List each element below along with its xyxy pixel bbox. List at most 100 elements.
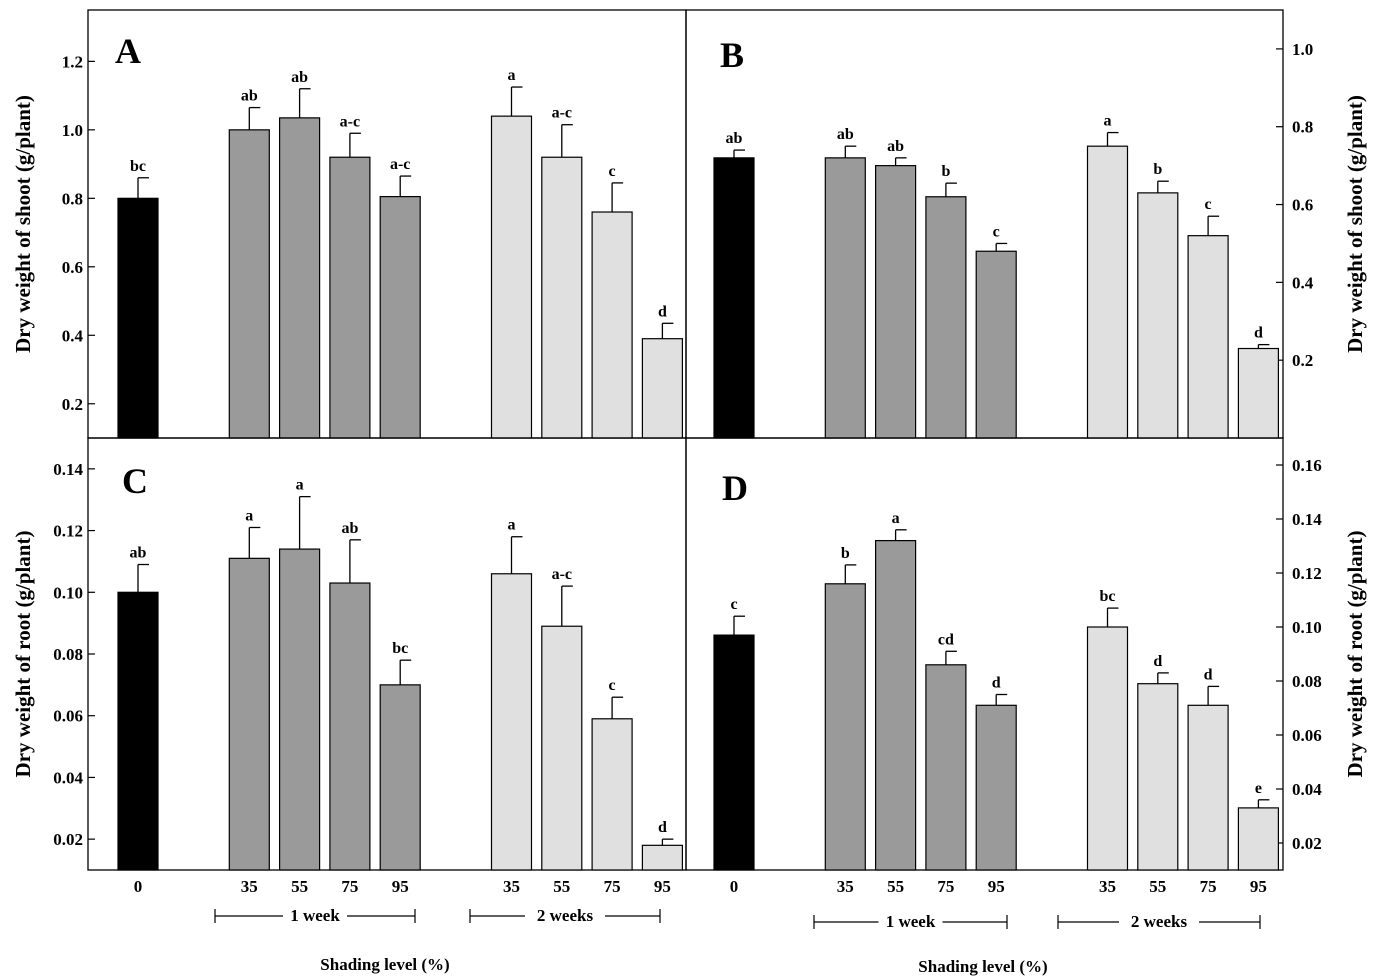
bar [591,718,633,871]
bar [1137,192,1179,439]
significance-label: a [296,477,304,494]
bar [541,625,583,871]
y-tick-label: 0.06 [53,707,83,726]
significance-label: a-c [390,156,410,173]
x-axis-title: Shading level (%) [320,955,449,974]
bar [591,211,633,439]
bar [279,117,321,439]
bar [228,129,270,439]
x-category-label: 35 [1099,877,1116,896]
y-tick-label: 0.12 [53,522,83,541]
significance-label: c [993,223,1000,240]
significance-label: d [658,819,667,836]
x-category-label: 95 [1250,877,1267,896]
x-category-label: 95 [654,877,671,896]
group-label: 2 weeks [1131,912,1188,931]
significance-label: a [892,510,900,527]
x-axis-left: 0 35 55 75 95 35 55 75 95 1 week 2 weeks Shading le… [134,877,671,974]
significance-label: d [1153,653,1162,670]
significance-label: b [1153,161,1162,178]
y-tick-label: 0.08 [53,645,83,664]
group-label: 1 week [886,912,936,931]
y-axis-label: Dry weight of shoot (g/plant) [1343,95,1367,353]
y-tick-label: 0.12 [1292,564,1322,583]
y-tick-label: 0.04 [53,768,83,787]
panel-letter: D [722,468,748,508]
bar [975,250,1017,439]
x-category-label: 75 [604,877,621,896]
significance-label: e [1255,780,1262,797]
panel-a: A 0.2 0.4 0.6 0.8 1.0 1.2 Dry weight of shoot (… [11,9,687,439]
significance-label: cd [938,631,954,648]
significance-label: d [992,675,1001,692]
x-category-label: 55 [553,877,570,896]
y-tick-label: 1.0 [1292,40,1313,59]
x-category-label: 55 [887,877,904,896]
x-axes: 0 35 55 75 95 35 55 75 95 1 week 2 weeks Shading le… [134,877,1267,976]
significance-label: c [730,596,737,613]
significance-label: a [508,67,516,84]
x-axis-right: 0 35 55 75 95 35 55 75 95 1 week 2 weeks Shading le… [730,877,1267,976]
y-tick-label: 0.04 [1292,780,1322,799]
panel-d: D 0.02 0.04 0.06 0.08 0.10 0.12 0.14 0.16 Dry wei… [685,437,1367,871]
bar [1187,235,1229,439]
bar [1237,347,1280,439]
bar [925,196,967,439]
bar [279,548,321,871]
bar [541,156,583,439]
bar [329,582,371,871]
y-tick-label: 0.14 [53,460,83,479]
y-axis-label: Dry weight of root (g/plant) [11,531,35,778]
x-category-label: 35 [837,877,854,896]
significance-label: ab [341,520,358,537]
panel-letter: B [720,35,744,75]
y-tick-label: 0.06 [1292,726,1322,745]
bar [713,157,755,439]
bar [641,338,684,439]
panel-letter: C [122,461,148,501]
bar [713,634,755,871]
y-tick-label: 0.8 [62,189,83,208]
y-tick-label: 0.14 [1292,510,1322,529]
y-tick-label: 0.10 [53,583,83,602]
bar [641,844,684,871]
bar [975,704,1017,871]
y-tick-label: 0.10 [1292,618,1322,637]
significance-label: d [1254,325,1263,342]
x-category-label: 75 [341,877,358,896]
bar [1137,683,1179,871]
bar [874,165,917,439]
bar [490,115,533,439]
panel-c: C 0.02 0.04 0.06 0.08 0.10 0.12 0.14 Dry weight … [11,437,687,871]
significance-label: bc [130,158,146,175]
significance-label: ab [837,126,854,143]
bar [874,539,917,871]
significance-label: c [609,677,616,694]
y-tick-label: 0.08 [1292,672,1322,691]
bar [228,557,270,871]
y-tick-label: 0.8 [1292,118,1313,137]
significance-label: a-c [552,105,572,122]
x-category-label: 0 [134,877,143,896]
y-tick-label: 0.6 [1292,196,1313,215]
bar [379,196,421,439]
x-axis-title: Shading level (%) [918,957,1047,976]
significance-label: a [508,517,516,534]
y-tick-label: 0.4 [62,326,84,345]
y-axis-label: Dry weight of shoot (g/plant) [11,95,35,353]
bar [1086,626,1129,871]
significance-label: a-c [340,113,360,130]
y-axis-label: Dry weight of root (g/plant) [1343,531,1367,778]
y-tick-label: 0.16 [1292,456,1322,475]
bar [1086,145,1129,439]
x-category-label: 0 [730,877,739,896]
x-category-label: 75 [1200,877,1217,896]
panel-letter: A [115,31,141,71]
y-tick-label: 0.02 [1292,834,1322,853]
panel-b: B 0.2 0.4 0.6 0.8 1.0 Dry weight of shoot (g/p… [685,9,1367,439]
group-label: 1 week [290,906,340,925]
y-tick-label: 0.4 [1292,273,1314,292]
significance-label: ab [241,88,258,105]
bar [824,583,866,871]
